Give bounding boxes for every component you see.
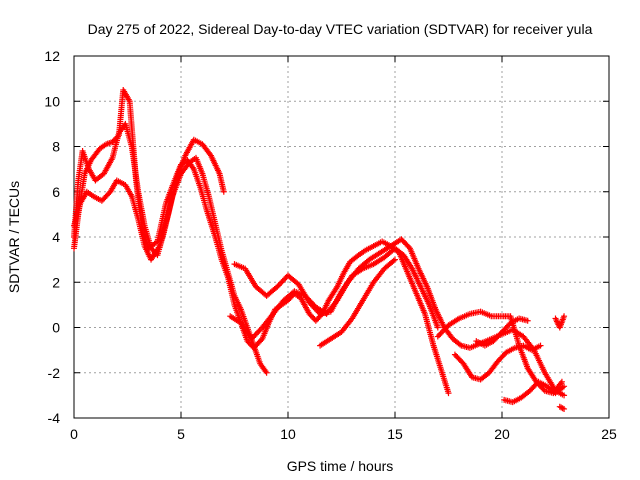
series-track-8 (451, 342, 544, 383)
x-tick-label: 5 (177, 426, 185, 442)
data-point (561, 392, 568, 399)
x-tick-label: 10 (280, 426, 296, 442)
series-track-3 (71, 120, 270, 376)
x-tick-label: 25 (601, 426, 617, 442)
grid-lines (74, 56, 609, 418)
data-point (434, 324, 441, 331)
data-point (558, 378, 565, 385)
data-point (524, 317, 531, 324)
data-points (71, 86, 568, 412)
series-track-6 (317, 256, 398, 349)
data-point (561, 405, 568, 412)
y-tick-label: 12 (44, 48, 60, 64)
series-track-10 (501, 378, 568, 406)
series-track-11 (552, 313, 568, 331)
x-tick-label: 0 (70, 426, 78, 442)
y-tick-label: -2 (48, 365, 61, 381)
data-point (561, 383, 568, 390)
y-tick-label: -4 (48, 410, 61, 426)
y-tick-label: 6 (52, 184, 60, 200)
chart-title: Day 275 of 2022, Sidereal Day-to-day VTE… (88, 21, 593, 37)
data-point (392, 256, 398, 263)
data-point (445, 390, 452, 397)
series-track-9 (473, 315, 531, 349)
series-track-7 (434, 308, 565, 397)
data-point (561, 313, 568, 320)
y-tick-label: 0 (52, 320, 60, 336)
y-tick-label: 4 (52, 229, 60, 245)
x-tick-label: 15 (387, 426, 403, 442)
series-track-5 (227, 236, 568, 399)
data-point (263, 369, 270, 376)
data-point (390, 257, 397, 264)
y-tick-label: 10 (44, 93, 60, 109)
data-point (220, 188, 227, 195)
data-point (258, 337, 265, 344)
y-axis-label: SDTVAR / TECUs (6, 181, 22, 293)
series-track-12 (556, 403, 568, 412)
x-tick-label: 20 (494, 426, 510, 442)
y-tick-label: 2 (52, 274, 60, 290)
x-axis-label: GPS time / hours (287, 458, 394, 474)
y-tick-label: 8 (52, 139, 60, 155)
data-point (537, 342, 544, 349)
